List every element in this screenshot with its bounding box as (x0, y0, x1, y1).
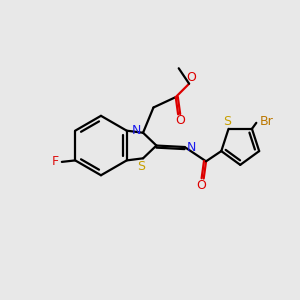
Text: S: S (138, 160, 146, 173)
Text: F: F (52, 155, 59, 168)
Text: N: N (187, 140, 196, 154)
Text: Br: Br (260, 115, 274, 128)
Text: O: O (186, 71, 196, 84)
Text: O: O (196, 178, 206, 192)
Text: O: O (176, 114, 185, 127)
Text: S: S (223, 115, 231, 128)
Text: N: N (132, 124, 141, 137)
